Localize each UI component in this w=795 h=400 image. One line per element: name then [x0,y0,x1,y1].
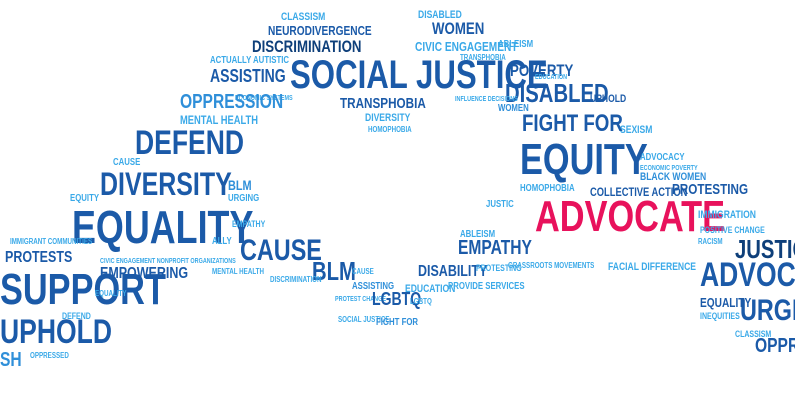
word-ableism-right: ABLEISM [460,229,496,240]
word-defend: DEFEND [135,124,245,162]
word-poverty-top: POVERTY [510,61,574,80]
word-lgbtq-center: LGBTQ [372,289,422,309]
word-immigration: IMMIGRATION [698,209,756,221]
word-advocacy-big: ADVOCAC [700,256,795,294]
word-equality-small: EQUALITY [95,289,127,298]
word-advocacy-small: ADVOCACY [640,152,685,163]
word-grassroots: GRASSROOTS MOVEMENTS [508,261,595,270]
word-homophobia: HOMOPHOBIA [520,183,575,194]
word-transphobia: TRANSPHOBIA [340,95,426,112]
word-civic-engagement: CIVIC ENGAGEMENT [415,39,518,54]
word-advocate: ADVOCATE [535,192,726,241]
word-blm-big: BLM [312,256,356,286]
word-disabled-top: DISABLED [418,9,462,21]
word-urging-left: URGING [228,193,260,204]
word-diversity-center: DIVERSITY [365,112,411,124]
word-women-top: WOMEN [432,19,485,38]
word-civic-nonprofit: CIVIC ENGAGEMENT NONPROFIT ORGANIZATIONS [100,258,236,265]
word-neurodivergence: NEURODIVERGENCE [268,23,372,38]
word-empathy-left: EMPATHY [232,219,266,229]
word-assisting: ASSISTING [210,66,286,86]
word-disability: DISABILITY [418,263,488,280]
word-protest-change: PROTEST CHANGE [335,296,386,303]
word-influence-decisions: INFLUENCE DECISIONS [455,96,518,103]
word-transphobia-small: TRANSPHOBIA [460,53,506,62]
word-discrimination: DISCRIMINATION [252,37,362,56]
word-fight-for-small: FIGHT FOR [376,317,419,328]
word-ableism: ABLEISM [498,39,534,50]
word-fight-for: FIGHT FOR [522,110,623,137]
word-assisting-small: ASSISTING [352,281,395,292]
word-cause-lower: CAUSE [352,267,374,276]
word-sh: SH [0,349,22,371]
word-economic-systems: ECONOMIC SYSTEMS [235,95,293,102]
word-cause-small: CAUSE [113,157,141,168]
word-education: EDUCATION [405,283,456,295]
word-oppression: OPPRESSION [180,91,284,113]
word-urging-big: URGIN [740,294,795,327]
word-ally-left: ALLY [212,236,232,247]
word-economic-poverty: ECONOMIC POVERTY [640,165,698,172]
word-equity-left: EQUITY [70,193,100,204]
word-mental-health-small: MENTAL HEALTH [212,267,265,276]
word-mental-health: MENTAL HEALTH [180,113,258,127]
word-sexism-right: SEXISM [620,124,653,136]
word-cause-big: CAUSE [240,234,322,267]
word-black-women: BLACK WOMEN [640,171,707,183]
word-homophobia-center: HOMOPHOBIA [368,125,412,134]
word-justice-small: JUSTIC [486,199,514,210]
word-support: SUPPORT [0,265,166,314]
word-actually-autistic: ACTUALLY AUTISTIC [210,55,290,66]
word-disabled-big: DISABLED [505,78,609,108]
word-equality: EQUALITY [72,201,254,253]
word-facial-difference: FACIAL DIFFERENCE [608,261,697,273]
word-immigrant-communities: IMMIGRANT COMMUNITIES [10,237,93,246]
word-provide-services: PROVIDE SERVICES [448,281,525,292]
word-positive-change: POSITIVE CHANGE [700,225,765,235]
word-inequities: INEQUITIES [700,311,740,321]
word-protests: PROTESTS [5,249,73,266]
word-uphold-top: UPHOLD [590,93,627,105]
word-women-mid: WOMEN [498,103,529,114]
word-uphold: UPHOLD [0,313,112,351]
word-classism-top: CLASSISM [281,11,326,23]
word-defend-small: DEFEND [62,311,91,321]
word-equity: EQUITY [520,135,648,184]
word-equality-right: EQUALITY [700,295,752,310]
word-lgbtq-small: LGBTQ [410,297,432,306]
word-diversity: DIVERSITY [100,166,232,202]
word-empowering: EMPOWERING [100,265,189,282]
word-education-top: EDUCATION [535,74,568,81]
word-justice-right: JUSTIC [735,234,795,264]
word-blm-left: BLM [228,177,252,193]
word-protesting-small: PROTESTING [476,263,522,273]
word-discrimination-small: DISCRIMINATION [270,275,322,284]
word-protesting: PROTESTING [672,181,749,198]
word-classism-right: CLASSISM [735,329,772,339]
word-social-justice: SOCIAL JUSTICE [290,53,548,97]
word-collective-action: COLLECTIVE ACTION [590,185,688,199]
word-oppressed-left: OPPRESSED [30,351,69,360]
word-oppres-right: OPPRE [755,335,795,357]
word-social-justice-small: SOCIAL JUSTICE [338,315,390,324]
word-empathy: EMPATHY [458,237,532,259]
word-racism: RACISM [698,237,723,246]
